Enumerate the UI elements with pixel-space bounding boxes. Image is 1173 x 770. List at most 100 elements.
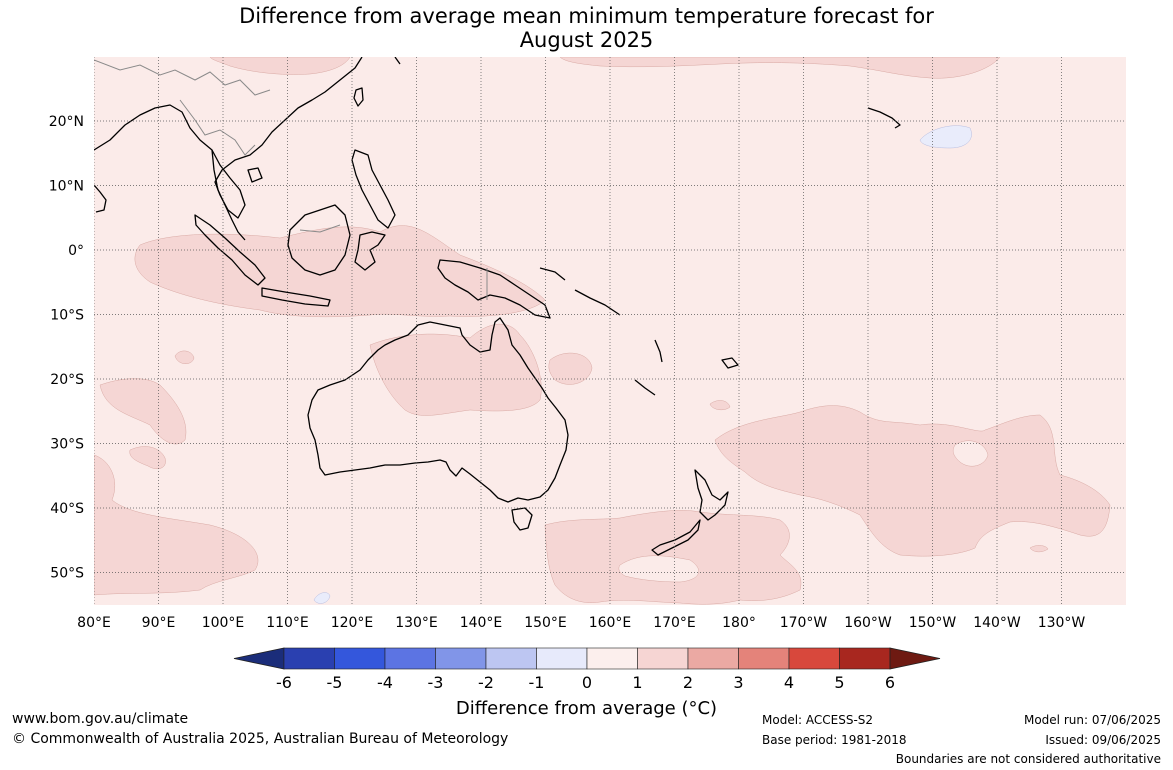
longitude-label: 170°E (653, 615, 696, 631)
longitude-label: 140°W (973, 615, 1021, 631)
longitude-label: 170°W (780, 615, 828, 631)
colorbar-label: Difference from average (°C) (455, 698, 718, 719)
latitude-labels: 20°N 10°N 0° 10°S 20°S 30°S 40°S 50°S (49, 114, 84, 582)
coastline-india (94, 184, 107, 213)
longitude-label: 130°W (1038, 615, 1086, 631)
colorbar-bin (738, 647, 790, 670)
colorbar-bin (435, 647, 487, 670)
colorbar-bin (788, 647, 840, 670)
anomaly-region-south-indian-small (129, 446, 166, 469)
coastline-solomon-islands (574, 289, 621, 316)
coastline-sumatra (194, 214, 266, 286)
base-period-text: Base period: 1981-2018 (762, 733, 907, 747)
latitude-label: 10°S (50, 308, 84, 324)
colorbar-bin (384, 647, 436, 670)
anomaly-region-indian-ocean-eq (134, 225, 546, 318)
colorbar-arrow-low (233, 647, 285, 670)
longitude-label: 130°E (395, 615, 438, 631)
website-link[interactable]: www.bom.gov.au/climate (12, 711, 189, 727)
country-borders (94, 59, 488, 300)
colorbar-tick-label: 1 (632, 673, 642, 692)
coastline-philippines (351, 149, 396, 229)
coastline-new-caledonia (634, 379, 656, 396)
colorbar: -6 -5 -4 -3 -2 -1 0 1 2 3 4 5 6 (233, 647, 941, 692)
coastline-new-britain (539, 267, 566, 281)
colorbar-tick-label: 6 (885, 673, 895, 692)
colorbar-bin (283, 647, 335, 670)
latitude-label: 0° (68, 243, 84, 259)
coastline-new-zealand-north (694, 469, 729, 521)
model-text: Model: ACCESS-S2 (762, 713, 874, 727)
coastline-tasmania (511, 507, 533, 531)
anomaly-region-small-1 (174, 350, 195, 364)
border-borneo (299, 224, 341, 233)
anomaly-region-negative-north-pacific (919, 125, 972, 149)
colorbar-arrow-high (889, 647, 941, 670)
coastline-java (261, 287, 331, 307)
coastline-hawaii (867, 107, 901, 129)
longitude-label: 160°W (844, 615, 892, 631)
anomaly-region-hole-1 (952, 440, 989, 467)
anomaly-region-north-pacific (559, 57, 1001, 79)
anomaly-region-north-asia (209, 57, 351, 75)
longitude-label: 180° (722, 615, 756, 631)
latitude-label: 50°S (50, 566, 84, 582)
issued-text: Issued: 09/06/2025 (1045, 733, 1161, 747)
longitude-label: 80°E (77, 615, 111, 631)
colorbar-tick-label: -6 (276, 673, 292, 692)
coastline-fiji (721, 357, 739, 369)
colorbar-bin (536, 647, 588, 670)
colorbar-tick-label: 2 (683, 673, 693, 692)
longitude-label: 90°E (142, 615, 176, 631)
anomaly-region-south-pacific (714, 405, 1111, 557)
graticule (94, 57, 1126, 605)
coastline-mainland-asia (94, 57, 363, 219)
colorbar-tick-label: -1 (529, 673, 545, 692)
longitude-label: 150°W (909, 615, 957, 631)
longitude-label: 160°E (589, 615, 632, 631)
colorbar-tick-label: -4 (377, 673, 393, 692)
title-line-1: Difference from average mean minimum tem… (239, 4, 934, 28)
colorbar-bin (334, 647, 386, 670)
coastline-vanuatu (654, 339, 663, 363)
anomaly-region-coral-sea (548, 352, 593, 385)
coastline-japan (394, 57, 401, 65)
colorbar-bin (485, 647, 537, 670)
latitude-label: 30°S (50, 437, 84, 453)
model-run-text: Model run: 07/06/2025 (1023, 713, 1161, 727)
coastline-sulawesi (354, 231, 386, 271)
anomaly-region-south-indian-west (99, 378, 187, 445)
colorbar-tick-label: 5 (834, 673, 844, 692)
colorbar-tick-label: 0 (582, 673, 592, 692)
map-title: Difference from average mean minimum tem… (0, 4, 1173, 52)
coastline-new-guinea (437, 259, 551, 319)
anomaly-regions (94, 57, 1111, 605)
border-south-asia (94, 59, 271, 96)
colorbar-bin (637, 647, 689, 670)
colorbar-tick-label: -2 (478, 673, 494, 692)
longitude-label: 110°E (266, 615, 309, 631)
colorbar-tick-label: 4 (784, 673, 794, 692)
anomaly-region-small-2 (709, 400, 731, 411)
anomaly-region-small-3 (1029, 545, 1049, 553)
coastline-new-zealand-south (651, 519, 701, 556)
latitude-label: 20°S (50, 372, 84, 388)
latitude-label: 20°N (49, 114, 84, 130)
coastlines (94, 57, 901, 556)
anomaly-region-southern-ocean-west (94, 454, 259, 596)
border-indochina (179, 99, 256, 156)
colorbar-tick-label: -3 (428, 673, 444, 692)
longitude-labels: 80°E 90°E 100°E 110°E 120°E 130°E 140°E 150°E 16… (77, 615, 1085, 631)
colorbar-bin (586, 647, 638, 670)
coastline-australia (307, 317, 569, 503)
anomaly-region-negative-south (313, 592, 331, 604)
longitude-label: 150°E (524, 615, 567, 631)
longitude-label: 120°E (331, 615, 374, 631)
colorbar-tick-label: -5 (327, 673, 343, 692)
coastline-malay-peninsula (211, 149, 246, 241)
colorbar-bin (839, 647, 891, 670)
colorbar-bin (687, 647, 739, 670)
anomaly-region-hole-2 (618, 555, 699, 583)
title-line-2: August 2025 (519, 28, 654, 52)
